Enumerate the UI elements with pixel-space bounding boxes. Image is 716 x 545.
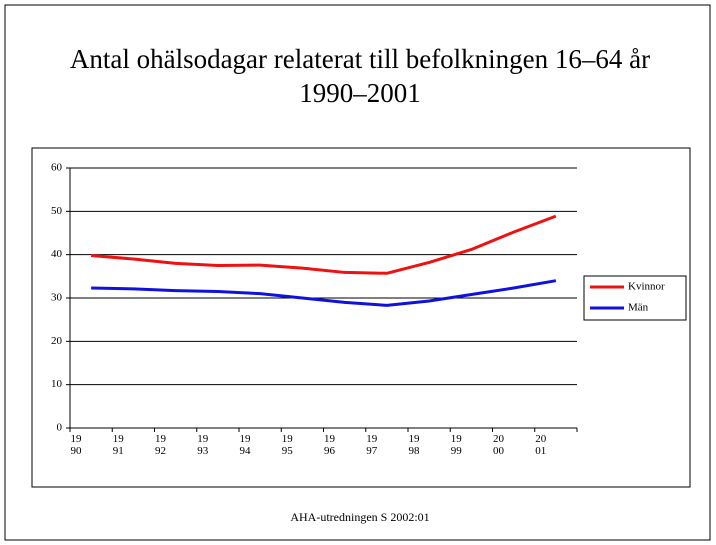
x-tick-label: 19 93 [197, 433, 209, 457]
y-tick-label: 0 [57, 422, 63, 434]
x-tick-label: 19 90 [70, 433, 82, 457]
x-tick-label: 19 91 [112, 433, 124, 457]
y-tick-label: 20 [51, 335, 63, 347]
slide-border [4, 4, 711, 541]
y-tick-label: 10 [51, 378, 63, 390]
x-tick-label: 19 95 [281, 433, 293, 457]
chart-title: Antal ohälsodagar relaterat till befolkn… [70, 44, 650, 74]
x-tick-label: 19 99 [450, 433, 462, 457]
series-line [91, 214, 557, 275]
chart-border [31, 147, 691, 488]
x-tick-label: 19 94 [239, 433, 251, 457]
chart-subtitle: 1990–2001 [299, 78, 421, 108]
y-tick-label: 40 [51, 248, 63, 260]
series-line [91, 279, 557, 307]
x-tick-label: 19 92 [155, 433, 166, 457]
y-tick-label: 60 [51, 162, 63, 174]
legend-box [583, 275, 687, 321]
legend-label: Kvinnor [628, 281, 665, 293]
x-tick-label: 19 96 [324, 433, 335, 457]
legend-label: Män [628, 302, 649, 314]
source: AHA-utredningen S 2002:01 [290, 510, 429, 524]
x-tick-label: 19 98 [408, 433, 420, 457]
x-tick-label: 20 01 [535, 433, 547, 457]
y-tick-label: 50 [51, 205, 63, 217]
y-tick-label: 30 [51, 292, 63, 304]
x-tick-label: 20 00 [493, 433, 504, 457]
x-tick-label: 19 97 [366, 433, 378, 457]
